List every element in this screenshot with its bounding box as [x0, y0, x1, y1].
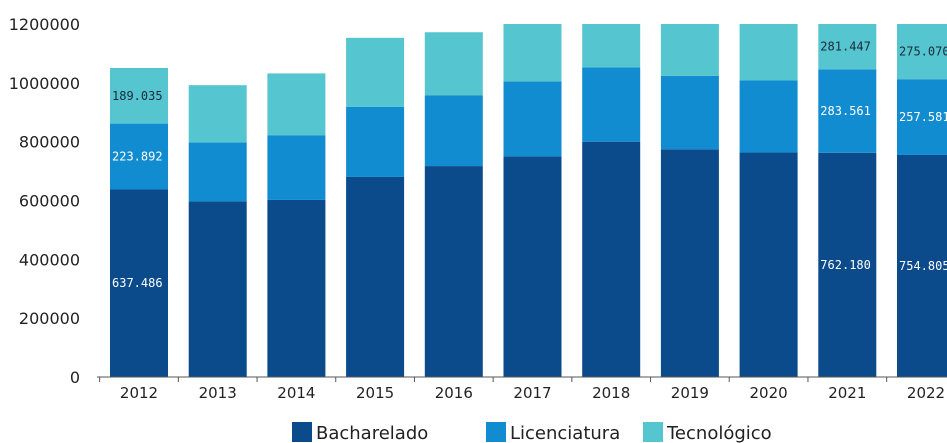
data-label: 762.180 [820, 258, 871, 272]
bar-segment-licenciatura [424, 95, 483, 167]
legend-swatch-tecnológico [643, 422, 663, 442]
bar-segment-tecnológico [503, 24, 562, 82]
legend-swatch-licenciatura [486, 422, 506, 442]
legend-label: Tecnológico [666, 423, 772, 443]
bar-segment-bacharelado [897, 154, 947, 377]
bar-segment-tecnológico [110, 68, 168, 124]
y-tick-label: 400000 [19, 250, 80, 269]
bar-segment-licenciatura [267, 135, 326, 200]
bar-segment-bacharelado [818, 152, 877, 377]
data-label: 189.035 [112, 89, 163, 103]
bar-segment-licenciatura [582, 67, 641, 142]
y-tick-label: 0 [70, 368, 80, 387]
legend-swatch-bacharelado [292, 422, 312, 442]
bar-segment-licenciatura [110, 123, 168, 190]
y-tick-label: 1000000 [9, 74, 80, 93]
bar-segment-bacharelado [739, 152, 798, 377]
bars: 637.486 223.892 189.035 762.180 283.561 281.4… [110, 24, 947, 377]
data-label: 637.486 [112, 276, 163, 290]
bar-segment-licenciatura [897, 79, 947, 155]
bar-segment-tecnológico [267, 73, 326, 136]
y-tick-label: 1200000 [9, 15, 80, 34]
legend: Bacharelado Licenciatura Tecnológico [292, 422, 772, 443]
x-tick-label: 2015 [356, 384, 394, 402]
bar-segment-tecnológico [188, 85, 247, 143]
x-tick-label: 2022 [907, 384, 945, 402]
x-tick-label: 2016 [435, 384, 473, 402]
bar-segment-bacharelado [503, 156, 562, 377]
bar-segment-licenciatura [818, 69, 877, 153]
bar-segment-licenciatura [346, 106, 405, 177]
x-tick-label: 2019 [671, 384, 709, 402]
bar-segment-tecnológico [582, 24, 641, 68]
bar-segment-bacharelado [660, 149, 719, 377]
data-label: 754.805 [899, 259, 947, 273]
legend-label: Bacharelado [316, 423, 428, 443]
bar-segment-tecnológico [739, 24, 798, 81]
x-tick-label: 2012 [120, 384, 158, 402]
bar-segment-tecnológico [897, 24, 947, 80]
x-axis: 2012 2013 2014 2015 2016 2017 2018 2019 2020 2021… [97, 376, 947, 402]
bar-segment-bacharelado [582, 141, 641, 377]
y-axis: 0 200000 400000 600000 800000 1000000 1200000 [9, 15, 80, 387]
bar-segment-bacharelado [346, 176, 405, 377]
y-tick-label: 600000 [19, 192, 80, 211]
data-label: 223.892 [112, 150, 163, 164]
x-tick-label: 2017 [513, 384, 551, 402]
bar-segment-tecnológico [818, 24, 877, 70]
bar-segment-licenciatura [660, 75, 719, 150]
bar-segment-tecnológico [660, 24, 719, 76]
data-label: 283.561 [820, 104, 871, 118]
data-label: 281.447 [820, 40, 871, 54]
bar-segment-bacharelado [188, 201, 247, 377]
x-tick-label: 2018 [592, 384, 630, 402]
x-tick-label: 2014 [277, 384, 315, 402]
y-tick-label: 800000 [19, 133, 80, 152]
x-tick-label: 2020 [750, 384, 788, 402]
data-label: 257.581 [899, 110, 947, 124]
legend-label: Licenciatura [510, 423, 620, 443]
bar-segment-licenciatura [503, 81, 562, 157]
bar-segment-licenciatura [188, 142, 247, 202]
bar-segment-licenciatura [739, 80, 798, 153]
x-tick-label: 2021 [828, 384, 866, 402]
bar-segment-bacharelado [110, 189, 168, 377]
bar-segment-tecnológico [346, 37, 405, 107]
x-tick-label: 2013 [199, 384, 237, 402]
y-tick-label: 200000 [19, 309, 80, 328]
bar-segment-bacharelado [424, 166, 483, 377]
bar-segment-tecnológico [424, 32, 483, 96]
data-label: 275.070 [899, 45, 947, 59]
bar-segment-bacharelado [267, 199, 326, 377]
